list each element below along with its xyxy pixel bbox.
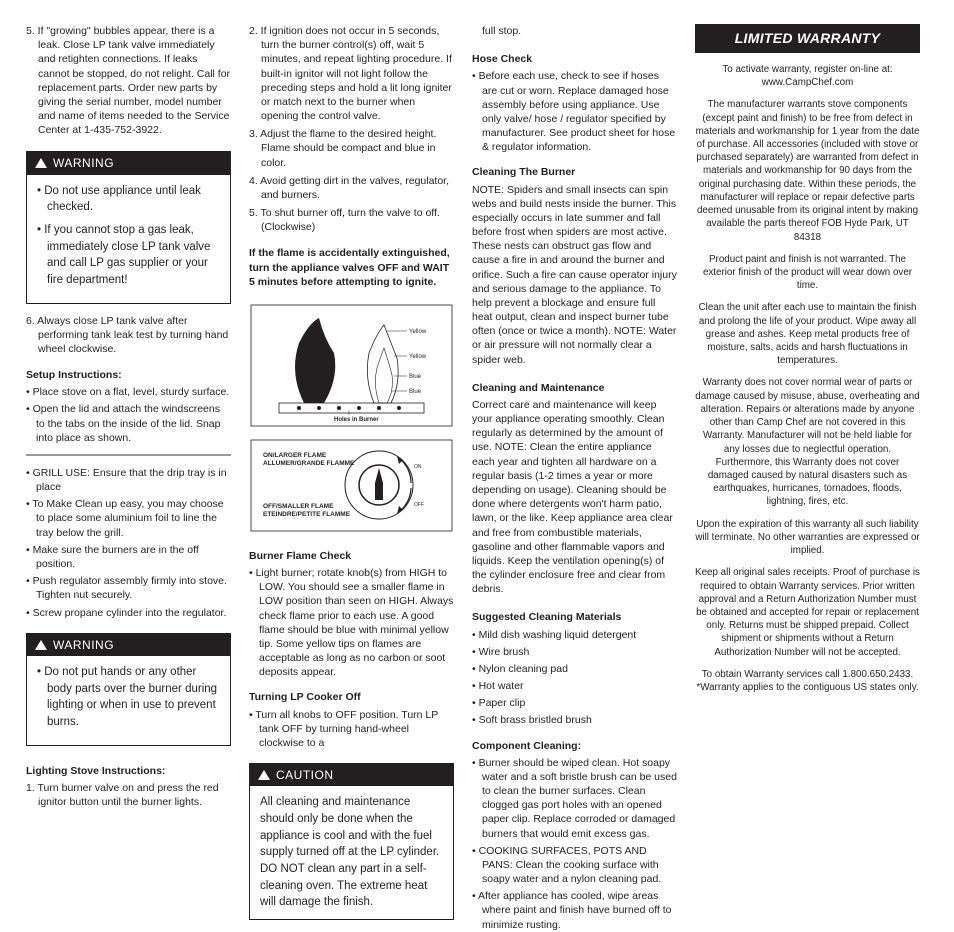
flame-diagram: Yellow Yellow Blue Blue Holes in Burner	[249, 303, 454, 428]
warranty-p: Upon the expiration of this warranty all…	[695, 518, 920, 558]
sugg-bullet: Wire brush	[472, 645, 677, 659]
warning-title: WARNING	[53, 155, 114, 171]
warning-icon	[35, 158, 47, 168]
cleaning-burner-title: Cleaning The Burner	[472, 165, 677, 179]
lighting-step-3: 3. Adjust the flame to the desired heigh…	[249, 127, 454, 170]
stove-photo	[26, 454, 231, 456]
grill-bullet: Make sure the burners are in the off pos…	[26, 543, 231, 571]
warranty-p: To obtain Warranty services call 1.800.6…	[695, 668, 920, 694]
fullstop: full stop.	[472, 24, 677, 38]
warning-bullet: Do not put hands or any other body parts…	[37, 664, 220, 731]
comp-bullet: After appliance has cooled, wipe areas w…	[472, 889, 677, 932]
turning-off-title: Turning LP Cooker Off	[249, 690, 454, 704]
caution-title: CAUTION	[276, 767, 334, 783]
bfc-bullet: Light burner; rotate knob(s) from HIGH t…	[249, 566, 454, 679]
sugg-bullet: Nylon cleaning pad	[472, 662, 677, 676]
warranty-p: The manufacturer warrants stove componen…	[695, 98, 920, 243]
warranty-p: Keep all original sales receipts. Proof …	[695, 566, 920, 659]
svg-text:Blue: Blue	[409, 374, 422, 380]
knob-on-label: ON/LARGER FLAME ALLUMER/GRANDE FLAMME	[263, 452, 354, 468]
column-1: 5. If "growing" bubbles appear, there is…	[26, 24, 231, 718]
warning-body: Do not use appliance until leak checked.…	[27, 175, 230, 303]
knob-diagram: ON OFF ON/LARGER FLAME ALLUMER/GRANDE FL…	[249, 438, 454, 533]
lighting-title: Lighting Stove Instructions:	[26, 764, 231, 778]
svg-text:Blue: Blue	[409, 389, 422, 395]
cleaning-burner-para: NOTE: Spiders and small insects can spin…	[472, 183, 677, 367]
warning-icon	[35, 640, 47, 650]
caution-icon	[258, 770, 270, 780]
sugg-bullet: Soft brass bristled brush	[472, 713, 677, 727]
column-4-warranty: LIMITED WARRANTY To activate warranty, r…	[695, 24, 920, 718]
grill-bullet: Screw propane cylinder into the regulato…	[26, 606, 231, 620]
warranty-p: Clean the unit after each use to maintai…	[695, 301, 920, 367]
lighting-step-4: 4. Avoid getting dirt in the valves, reg…	[249, 174, 454, 202]
hose-check-title: Hose Check	[472, 52, 677, 66]
svg-text:ON: ON	[414, 464, 422, 470]
grill-bullet: GRILL USE: Ensure that the drip tray is …	[26, 466, 231, 494]
warranty-p: Product paint and finish is not warrante…	[695, 253, 920, 293]
sugg-bullet: Hot water	[472, 679, 677, 693]
column-3: full stop. Hose Check Before each use, c…	[472, 24, 677, 718]
sugg-bullet: Paper clip	[472, 696, 677, 710]
grill-bullet: To Make Clean up easy, you may choose to…	[26, 497, 231, 540]
component-cleaning-title: Component Cleaning:	[472, 739, 677, 753]
hose-bullet: Before each use, check to see if hoses a…	[472, 69, 677, 154]
caution-header: CAUTION	[250, 764, 453, 786]
setup-bullet: Place stove on a flat, level, sturdy sur…	[26, 385, 231, 399]
comp-bullet: Burner should be wiped clean. Hot soapy …	[472, 756, 677, 841]
warranty-p: To activate warranty, register on-line a…	[695, 63, 920, 89]
maintenance-para: Correct care and maintenance will keep y…	[472, 398, 677, 596]
lighting-step-5: 5. To shut burner off, turn the valve to…	[249, 206, 454, 234]
warning-title: WARNING	[53, 637, 114, 653]
turnoff-bullet: Turn all knobs to OFF position. Turn LP …	[249, 708, 454, 751]
warning-bullet: If you cannot stop a gas leak, immediate…	[37, 222, 220, 289]
setup-bullet: Open the lid and attach the windscreens …	[26, 402, 231, 445]
warning-header: WARNING	[27, 634, 230, 656]
warranty-header: LIMITED WARRANTY	[695, 24, 920, 53]
warning-body: Do not put hands or any other body parts…	[27, 656, 230, 745]
lighting-step-2: 2. If ignition does not occur in 5 secon…	[249, 24, 454, 123]
warning-bullet: Do not use appliance until leak checked.	[37, 183, 220, 216]
setup-title: Setup Instructions:	[26, 368, 231, 382]
svg-text:OFF: OFF	[414, 502, 424, 508]
warranty-p: Warranty does not cover normal wear of p…	[695, 376, 920, 508]
caution-box: CAUTION All cleaning and maintenance sho…	[249, 763, 454, 920]
warning-header: WARNING	[27, 152, 230, 174]
maintenance-title: Cleaning and Maintenance	[472, 381, 677, 395]
svg-text:Yellow: Yellow	[409, 329, 427, 335]
warning-box-burns: WARNING Do not put hands or any other bo…	[26, 633, 231, 746]
grill-bullet: Push regulator assembly firmly into stov…	[26, 574, 231, 602]
extinguish-note: If the flame is accidentally extinguishe…	[249, 246, 454, 289]
svg-text:Yellow: Yellow	[409, 354, 427, 360]
comp-bullet: COOKING SURFACES, POTS AND PANS: Clean t…	[472, 844, 677, 887]
column-2: 2. If ignition does not occur in 5 secon…	[249, 24, 454, 718]
suggested-materials-title: Suggested Cleaning Materials	[472, 610, 677, 624]
warning-box-leak: WARNING Do not use appliance until leak …	[26, 151, 231, 303]
burner-flame-check-title: Burner Flame Check	[249, 549, 454, 563]
leak-step-6: 6. Always close LP tank valve after perf…	[26, 314, 231, 357]
lighting-step-1: 1. Turn burner valve on and press the re…	[26, 781, 231, 809]
sugg-bullet: Mild dish washing liquid detergent	[472, 628, 677, 642]
leak-step-5: 5. If "growing" bubbles appear, there is…	[26, 24, 231, 137]
svg-text:Holes in Burner: Holes in Burner	[334, 417, 379, 423]
caution-body: All cleaning and maintenance should only…	[250, 786, 453, 919]
knob-off-label: OFF/SMALLER FLAME ETEINDRE/PETITE FLAMME	[263, 503, 350, 519]
warranty-body: To activate warranty, register on-line a…	[695, 63, 920, 703]
